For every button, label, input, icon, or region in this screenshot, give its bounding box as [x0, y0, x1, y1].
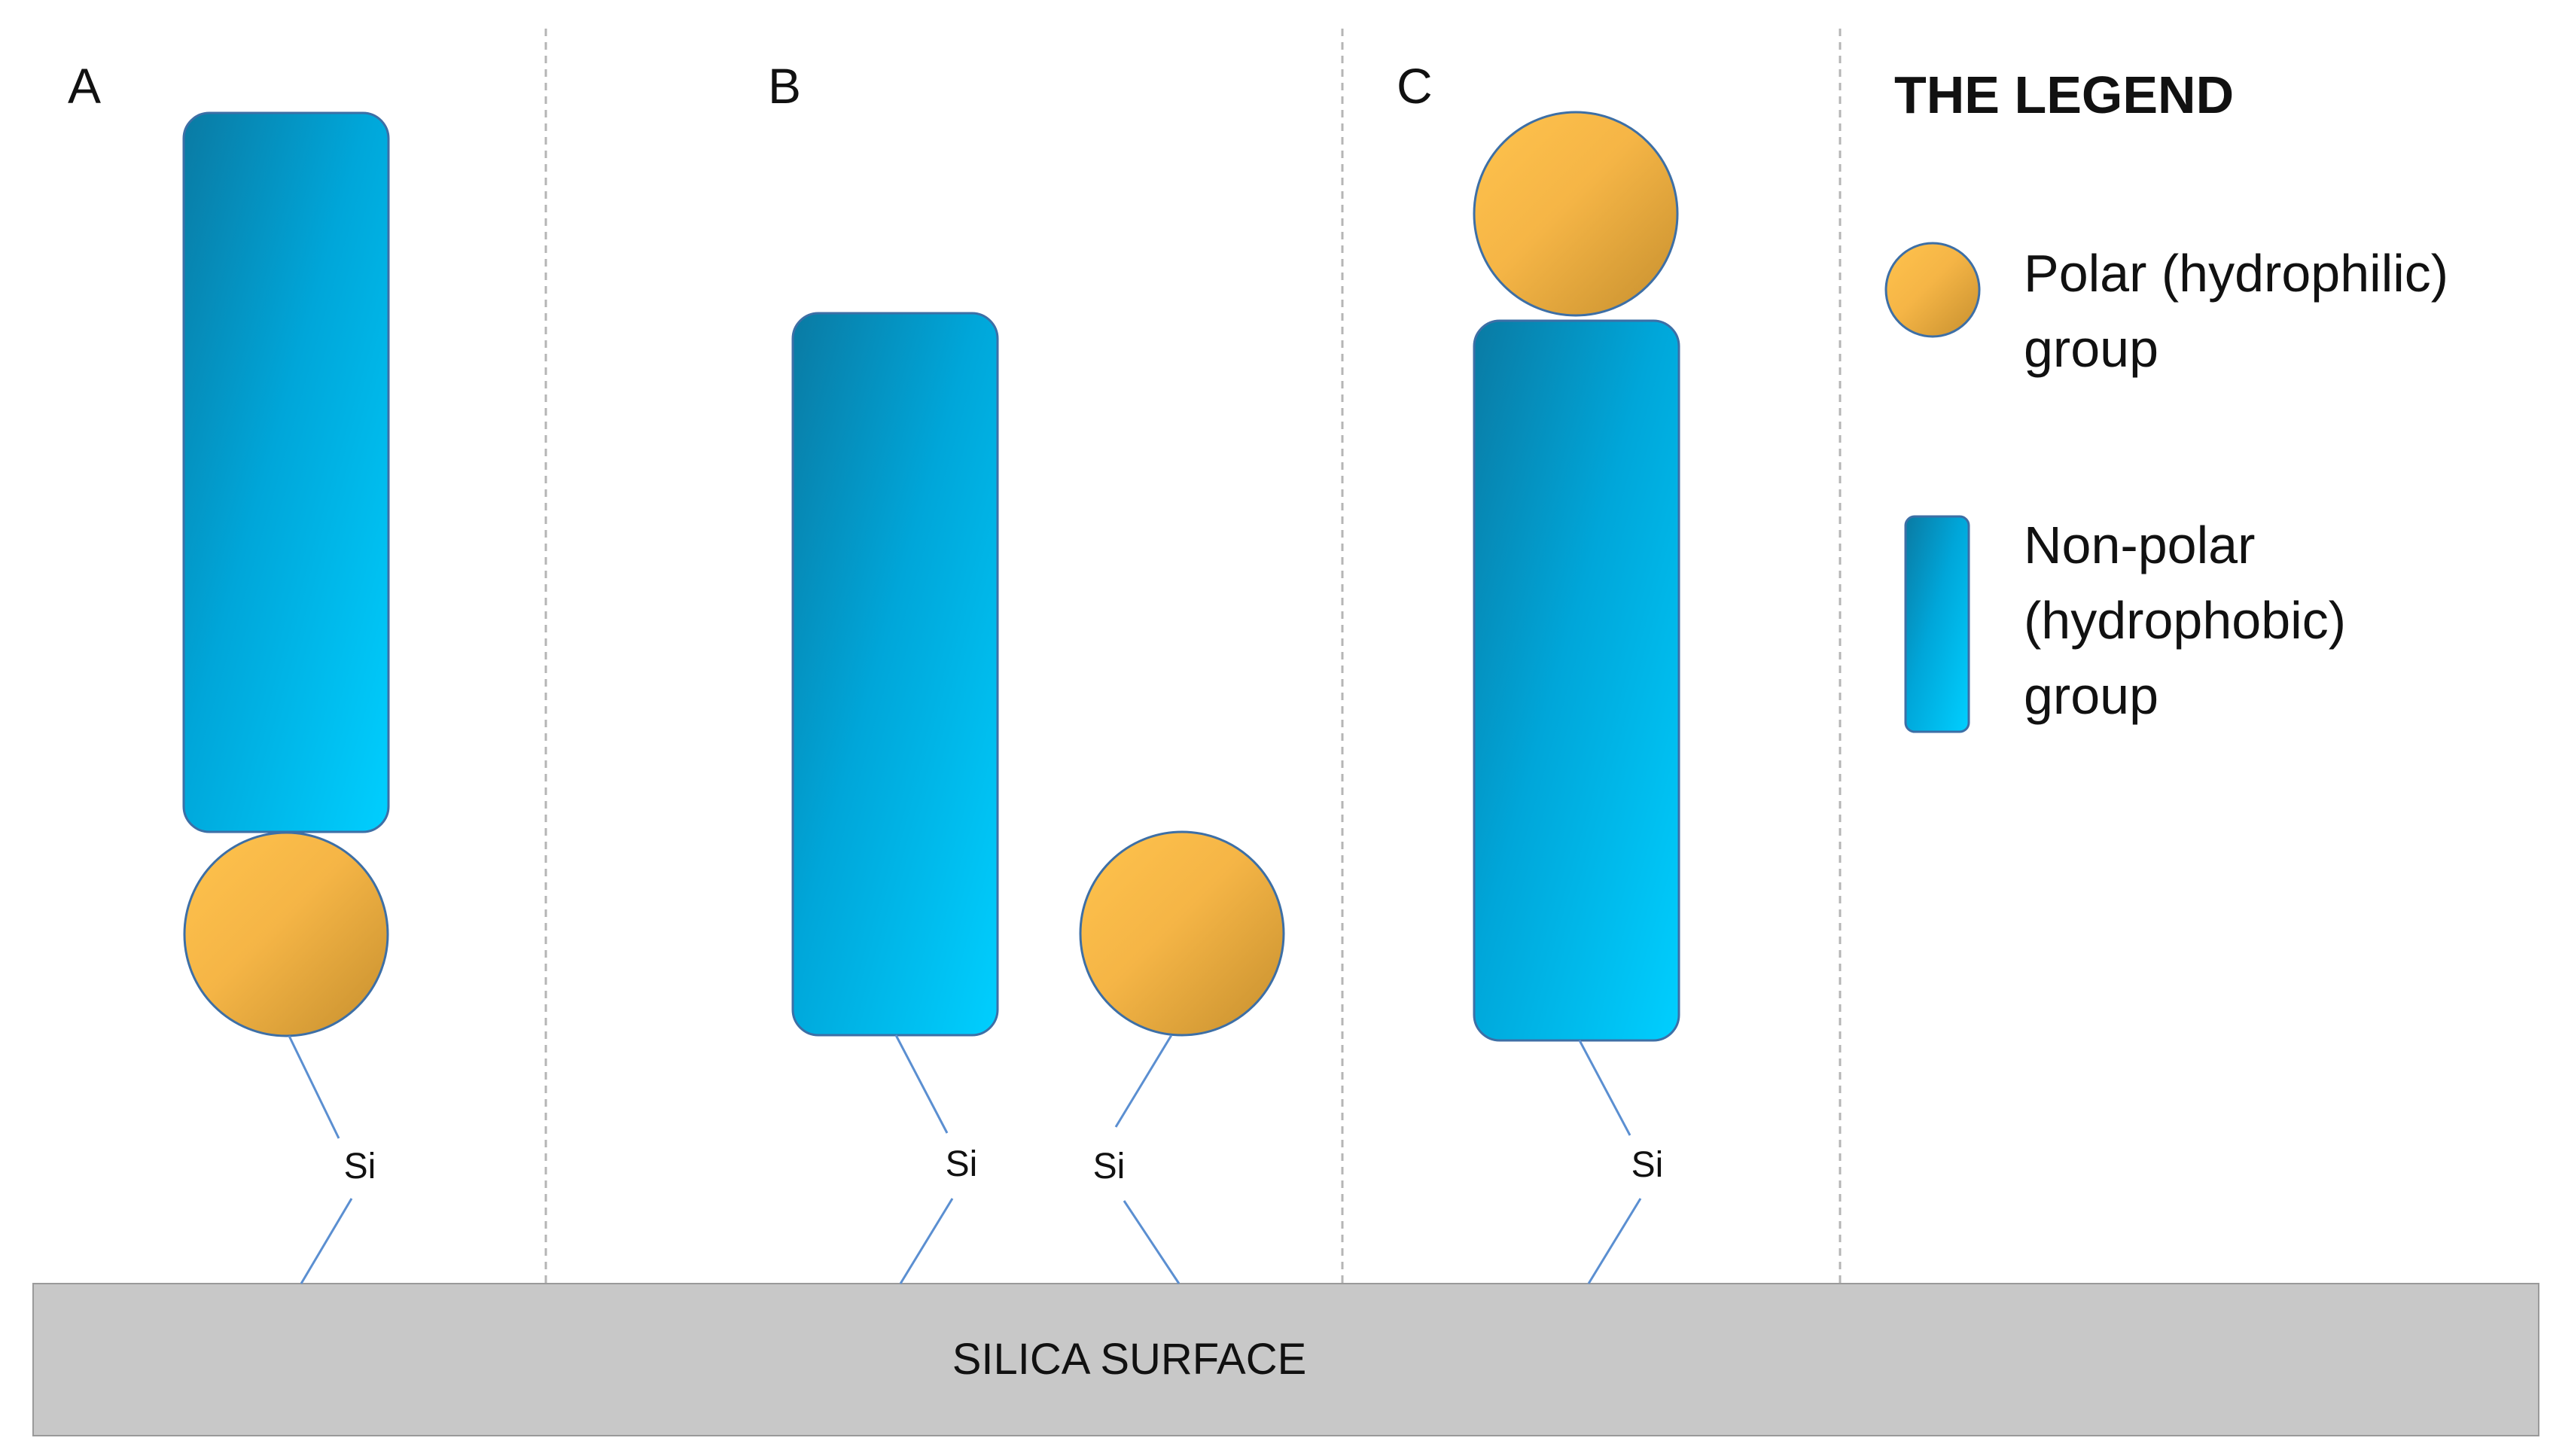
- si-atom-label: Si: [344, 1147, 376, 1186]
- silica-surface: [32, 1283, 2539, 1436]
- legend-nonpolar-label-line3: group: [2024, 666, 2158, 725]
- panel-label-a: A: [68, 58, 101, 114]
- bond-line: [1114, 1034, 1173, 1128]
- legend-title: THE LEGEND: [1894, 65, 2234, 124]
- si-atom-label: Si: [1631, 1145, 1664, 1185]
- nonpolar-group: [1473, 319, 1680, 1042]
- polar-group: [1473, 111, 1679, 317]
- legend-polar-label-line2: group: [2024, 319, 2158, 378]
- bond-line: [1123, 1200, 1181, 1284]
- bond-line: [1578, 1040, 1631, 1136]
- si-atom-label: Si: [946, 1144, 978, 1184]
- bond-line: [1587, 1198, 1642, 1284]
- nonpolar-group: [791, 312, 999, 1037]
- bond-line: [894, 1034, 949, 1134]
- legend-polar-swatch: [1884, 242, 1981, 338]
- bond-line: [300, 1198, 353, 1284]
- si-atom-label: Si: [1093, 1147, 1126, 1186]
- panel-label-b: B: [768, 58, 801, 114]
- nonpolar-group: [182, 111, 390, 833]
- polar-group: [1079, 830, 1285, 1037]
- legend-nonpolar-label-line2: (hydrophobic): [2024, 591, 2346, 650]
- legend-nonpolar-label-line1: Non-polar: [2024, 516, 2255, 574]
- bond-line: [288, 1035, 340, 1139]
- panel-label-c: C: [1397, 58, 1433, 114]
- bond-line: [899, 1198, 954, 1284]
- polar-group: [183, 831, 389, 1037]
- silica-surface-label: SILICA SURFACE: [952, 1335, 1307, 1384]
- legend-polar-label-line1: Polar (hydrophilic): [2024, 244, 2448, 303]
- legend-nonpolar-swatch: [1904, 515, 1970, 733]
